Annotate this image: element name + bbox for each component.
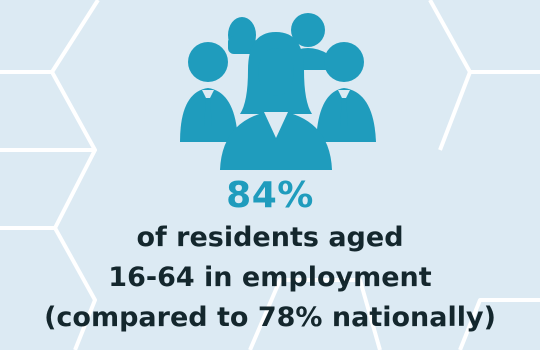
stat-line-1: of residents aged [136, 222, 404, 253]
stat-value: 84% [226, 175, 314, 216]
people-group-icon [180, 10, 376, 170]
stat-line-2: 16-64 in employment [108, 262, 432, 293]
employment-stat: 84% of residents aged 16-64 in employmen… [0, 174, 540, 338]
stat-line-3: (compared to 78% nationally) [44, 302, 496, 333]
